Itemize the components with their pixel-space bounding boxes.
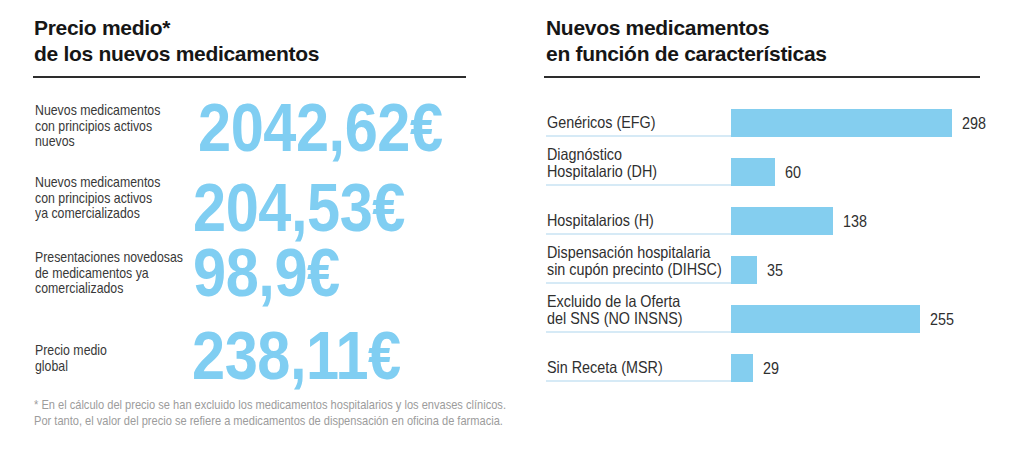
bar-value-label: 255 — [930, 305, 954, 333]
left-panel-title: Precio medio* de los nuevos medicamentos — [34, 15, 319, 67]
bar-category-label: Sin Receta (MSR) — [547, 359, 734, 377]
bar-value-label: 35 — [767, 256, 783, 284]
price-stat-value: 98,9€ — [193, 240, 340, 304]
bar — [731, 109, 952, 137]
price-stat-value: 2042,62€ — [198, 95, 443, 159]
bar-chart-row: Dispensación hospitalaria sin cupón prec… — [546, 238, 1016, 284]
price-stat-value: 204,53€ — [193, 175, 405, 239]
bar-chart-row: Hospitalarios (H) 138 — [546, 189, 1016, 235]
row-baseline — [546, 135, 731, 137]
bar-value-label: 29 — [763, 354, 779, 382]
bar-chart-row: Excluido de la Oferta del SNS (NO INSNS)… — [546, 287, 1016, 333]
bar-value-label: 138 — [843, 207, 867, 235]
bar-category-label: Genéricos (EFG) — [547, 114, 734, 132]
row-baseline — [546, 380, 731, 382]
footnote: * En el cálculo del precio se han exclui… — [34, 397, 506, 429]
bar-value-label: 60 — [785, 158, 801, 186]
bar-chart-row: Sin Receta (MSR) 29 — [546, 336, 1016, 382]
row-baseline — [546, 184, 731, 186]
right-panel-title: Nuevos medicamentos en función de caract… — [546, 15, 827, 67]
bar-category-label: Diagnóstico Hospitalario (DH) — [547, 146, 734, 181]
bar-chart-row: Genéricos (EFG) 298 — [546, 91, 1016, 137]
price-stat-label: Nuevos medicamentos con principios activ… — [35, 103, 222, 150]
infographic-page: Precio medio* de los nuevos medicamentos… — [0, 0, 1024, 453]
right-title-rule — [544, 76, 980, 78]
price-stat-value: 238,11€ — [192, 323, 401, 387]
row-baseline — [546, 331, 731, 333]
bar — [731, 305, 920, 333]
bar-value-label: 298 — [962, 109, 986, 137]
bar — [731, 207, 833, 235]
bar — [731, 158, 775, 186]
bar-chart-row: Diagnóstico Hospitalario (DH) 60 — [546, 140, 1016, 186]
row-baseline — [546, 282, 731, 284]
bar-category-label: Excluido de la Oferta del SNS (NO INSNS) — [547, 293, 734, 328]
left-title-rule — [33, 76, 466, 78]
row-baseline — [546, 233, 731, 235]
bar-category-label: Dispensación hospitalaria sin cupón prec… — [547, 244, 734, 279]
bar — [731, 354, 753, 382]
bar-category-label: Hospitalarios (H) — [547, 212, 734, 230]
bar — [731, 256, 757, 284]
